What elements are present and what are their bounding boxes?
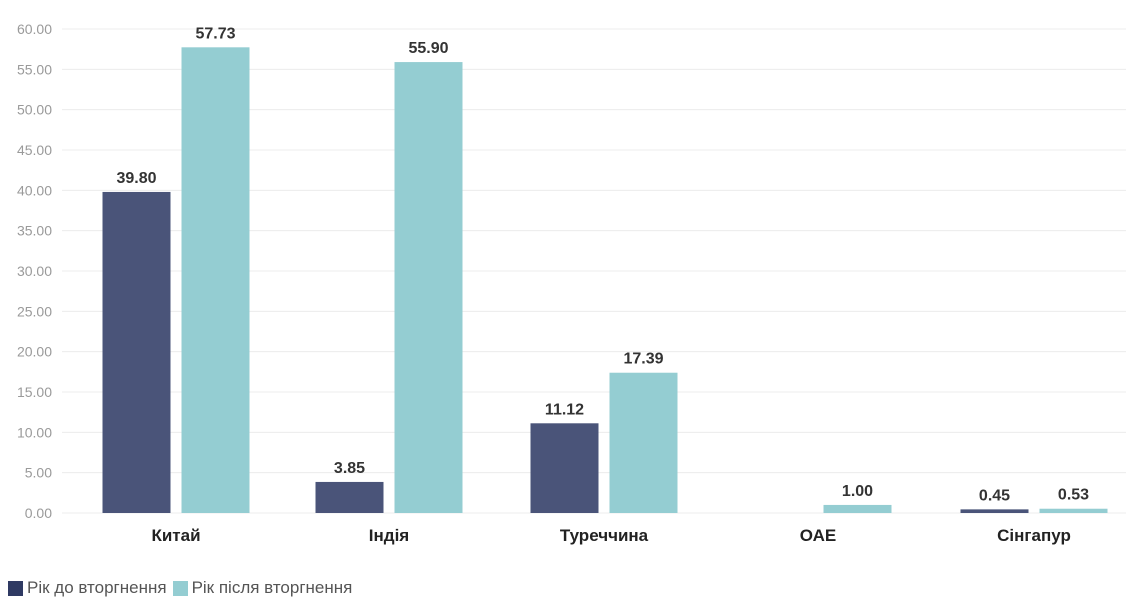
legend-swatch-after (172, 580, 188, 596)
y-tick-label-11: 55.00 (17, 61, 52, 77)
bar-after-3 (823, 504, 892, 513)
legend-item-before[interactable]: Рік до вторгнення (8, 578, 167, 598)
legend-label-before: Рік до вторгнення (27, 578, 167, 597)
y-tick-label-4: 20.00 (17, 344, 52, 360)
y-tick-label-5: 25.00 (17, 303, 52, 319)
bar-after-1 (394, 62, 463, 513)
y-tick-label-3: 15.00 (17, 384, 52, 400)
y-tick-label-8: 40.00 (17, 182, 52, 198)
data-label-before-0: 39.80 (116, 170, 156, 187)
x-tick-label-0: Китай (151, 526, 200, 545)
bar-before-4 (960, 509, 1029, 513)
data-label-after-4: 0.53 (1058, 487, 1089, 504)
y-tick-label-1: 5.00 (25, 465, 52, 481)
y-tick-label-2: 10.00 (17, 424, 52, 440)
data-label-after-3: 1.00 (842, 483, 873, 500)
chart-plot-area: 0.00 5.00 10.00 15.00 20.00 25.00 30.00 35.00 40… (17, 21, 1126, 545)
bar-after-4 (1039, 508, 1108, 513)
bar-before-0 (102, 191, 171, 514)
legend-label-after: Рік після вторгнення (191, 578, 353, 597)
data-label-after-1: 55.90 (408, 40, 448, 57)
data-label-after-0: 57.73 (195, 25, 235, 42)
x-tick-label-1: Індія (369, 526, 409, 545)
data-label-before-1: 3.85 (334, 460, 365, 477)
y-tick-label-12: 60.00 (17, 21, 52, 37)
data-label-after-2: 17.39 (623, 351, 663, 368)
y-tick-label-9: 45.00 (17, 142, 52, 158)
y-tick-label-0: 0.00 (25, 505, 52, 521)
bar-after-2 (609, 372, 678, 513)
x-tick-label-4: Сінгапур (997, 526, 1071, 545)
data-label-before-4: 0.45 (979, 487, 1010, 504)
data-label-before-2: 11.12 (545, 401, 584, 418)
bar-before-2 (530, 423, 599, 513)
x-tick-label-3: ОАЕ (800, 526, 836, 545)
bar-before-1 (315, 481, 384, 513)
y-tick-label-7: 35.00 (17, 223, 52, 239)
y-tick-label-6: 30.00 (17, 263, 52, 279)
y-tick-label-10: 50.00 (17, 102, 52, 118)
legend-swatch-before (8, 580, 23, 596)
chart-legend: Рік до вторгнення Рік після вторгнення (8, 578, 358, 598)
legend-item-after[interactable]: Рік після вторгнення (172, 578, 353, 598)
bar-after-0 (181, 47, 250, 513)
x-tick-label-2: Туреччина (560, 526, 649, 545)
